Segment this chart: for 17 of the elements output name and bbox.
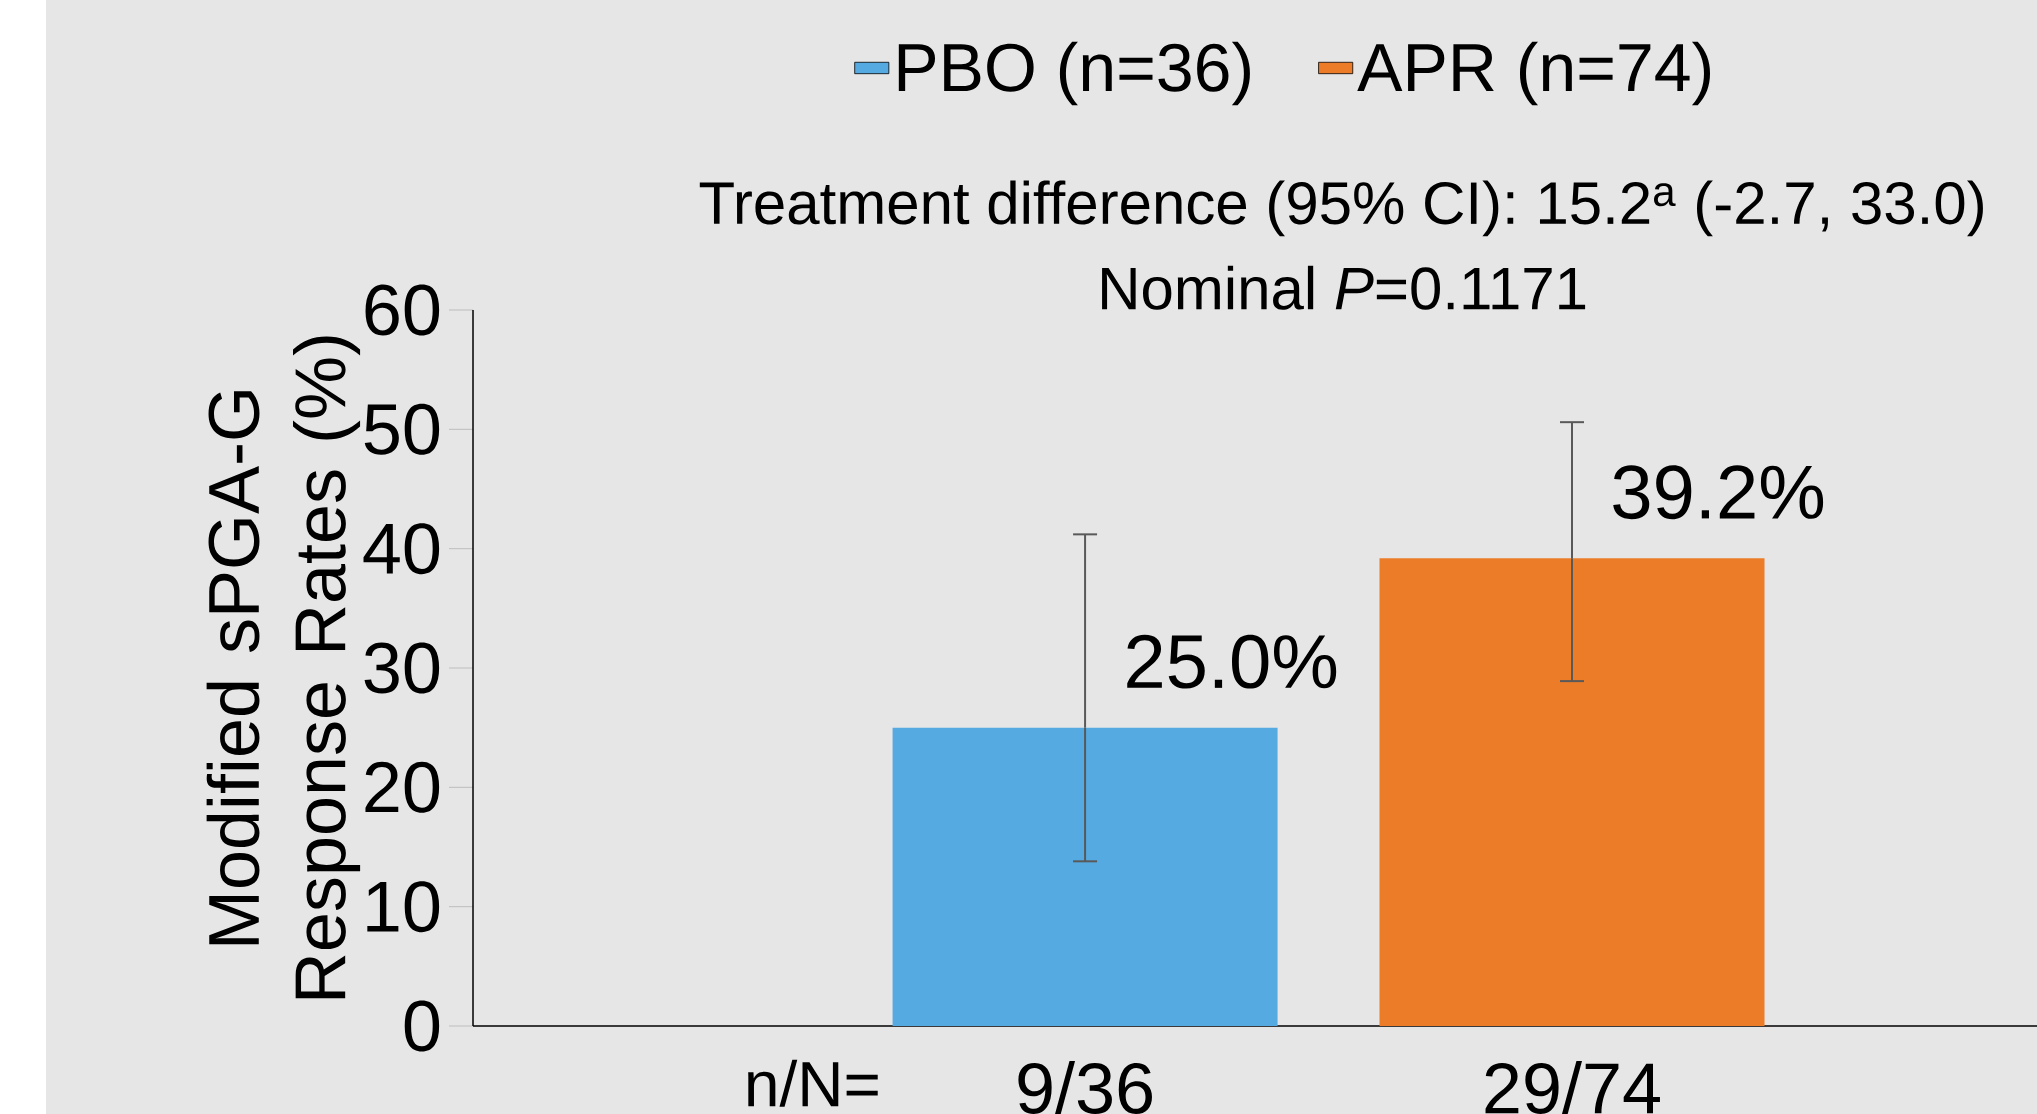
y-tick-label: 20 [365, 761, 440, 813]
legend-label: PBO (n=36) [898, 41, 1250, 106]
text: Nominal P=0.1171 [1102, 265, 1586, 310]
y-axis-title: Modified sPGA-G Response Rates (%) [206, 336, 361, 999]
x-tick-label: 29/74 [1485, 1061, 1660, 1114]
y-tick-label: 60 [365, 284, 440, 336]
y-tick-label: 50 [364, 403, 440, 455]
y-tick-label: 10 [367, 881, 440, 933]
text: Treatment difference (95% CI): 15.2$^{a}$ (-2.7, 33.0) [699, 180, 1983, 237]
text: n/N= [748, 1059, 878, 1107]
y-tick-label: 0 [404, 1000, 440, 1052]
y-tick-label: 40 [363, 523, 440, 575]
legend-label: APR (n=74) [1357, 41, 1710, 106]
x-tick-label: 9/36 [1018, 1061, 1152, 1114]
data-label: 25.0% [1127, 634, 1337, 689]
y-tick-label: 30 [364, 642, 440, 694]
data-label: 39.2% [1613, 465, 1824, 520]
